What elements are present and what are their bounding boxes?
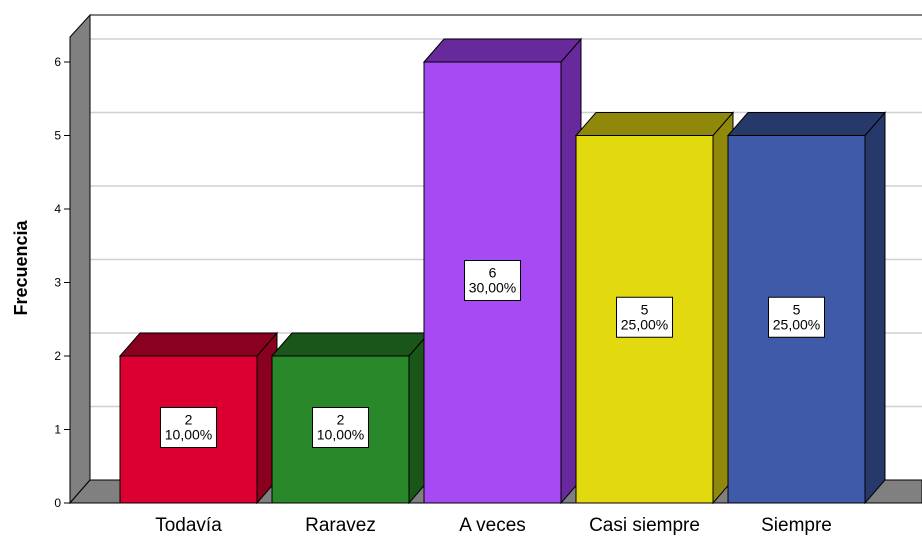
bar-top	[270, 332, 431, 357]
data-label: 630,00%	[464, 260, 521, 301]
bar: 525,00%	[726, 111, 887, 505]
bars: 210,00%210,00%630,00%525,00%525,00%	[118, 37, 887, 505]
data-label: 210,00%	[312, 407, 369, 448]
data-label-percent: 10,00%	[165, 427, 212, 443]
data-label-percent: 25,00%	[621, 316, 668, 332]
category-label: Casi siempre	[589, 515, 700, 536]
bar-top	[118, 332, 279, 357]
y-axis-label: Frecuencia	[11, 219, 31, 315]
bar-side	[864, 111, 886, 505]
y-tick-label: 5	[54, 129, 61, 143]
data-label-percent: 30,00%	[469, 280, 516, 296]
data-label: 210,00%	[160, 407, 217, 448]
data-label-box	[768, 296, 825, 338]
data-label-percent: 10,00%	[317, 427, 364, 443]
data-label-box	[464, 260, 521, 301]
y-tick-label: 4	[54, 202, 61, 216]
data-label-count: 5	[641, 301, 649, 317]
bar-top	[422, 38, 583, 63]
category-label: Raravez	[305, 515, 376, 536]
data-label-percent: 25,00%	[773, 316, 820, 332]
y-tick-label: 1	[54, 423, 61, 437]
category-label: A veces	[459, 515, 526, 536]
y-tick-label: 2	[54, 349, 61, 363]
category-label: Todavía	[155, 515, 222, 536]
category-label: Siempre	[761, 515, 832, 536]
y-axis-ticks: 0 1 2 3 4 5 6	[54, 55, 70, 510]
data-label: 525,00%	[768, 296, 825, 338]
bar: 630,00%	[422, 37, 583, 505]
category-labels: Todavía Raravez A veces Casi siempre Siempre	[155, 515, 832, 536]
bar: 525,00%	[574, 111, 735, 505]
y-tick-label: 6	[54, 55, 61, 69]
bar: 210,00%	[118, 331, 279, 505]
data-label: 525,00%	[616, 296, 673, 338]
bar-top	[574, 112, 735, 136]
data-label-box	[616, 296, 673, 338]
y-tick-label: 0	[54, 496, 61, 510]
data-label-count: 2	[185, 412, 193, 428]
data-label-count: 5	[793, 301, 801, 317]
bar: 210,00%	[270, 331, 431, 505]
y-tick-label: 3	[54, 276, 61, 290]
data-label-box	[160, 407, 217, 448]
bar-top	[726, 112, 887, 136]
data-label-count: 6	[489, 265, 497, 281]
data-label-box	[312, 407, 369, 448]
data-label-count: 2	[337, 412, 345, 428]
left-wall	[69, 13, 91, 505]
